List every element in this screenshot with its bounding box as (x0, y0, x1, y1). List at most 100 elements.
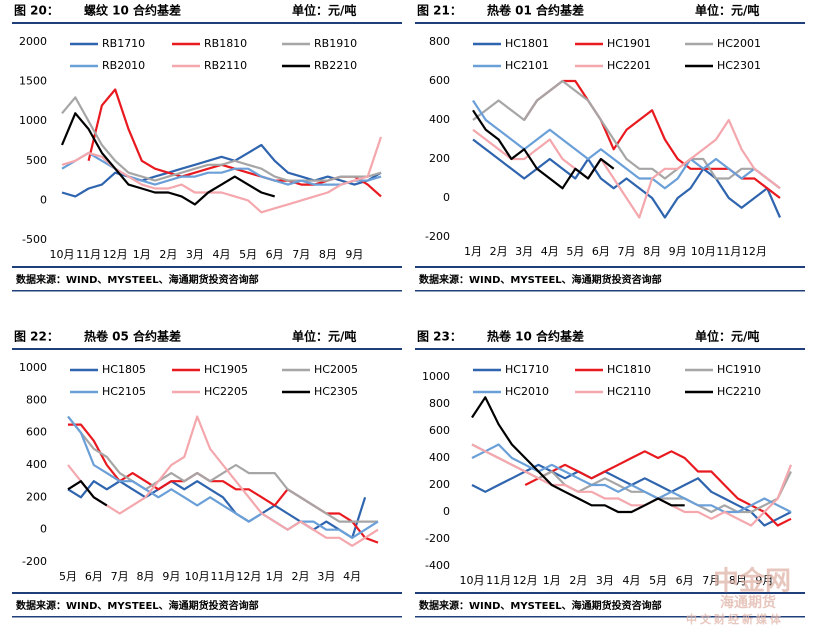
x-tick-label: 2月 (490, 245, 508, 258)
x-tick-label: 1月 (266, 570, 284, 583)
x-tick-label: 1月 (133, 248, 151, 261)
y-tick-label: 800 (26, 393, 47, 406)
y-tick-label: 200 (429, 152, 450, 165)
legend-label: RB1810 (204, 37, 247, 50)
chart-panel: 图 20： 螺纹 10 合约基差 单位：元/吨数据来源：WIND、MYSTEEL、海… (12, 3, 402, 292)
x-tick-label: 7月 (618, 245, 636, 258)
y-tick-label: 0 (40, 523, 47, 536)
chart-title: 热卷 05 合约基差 (84, 329, 181, 344)
y-tick-label: -400 (425, 559, 450, 572)
series-line (472, 118, 781, 219)
x-tick-label: 3月 (596, 574, 614, 587)
source-note: 数据来源：WIND、MYSTEEL、海通期货投资咨询部 (419, 273, 662, 286)
series-line (61, 136, 383, 214)
series-line (524, 450, 792, 527)
x-tick-label: 6月 (266, 248, 284, 261)
chart-panel: 图 21： 热卷 01 合约基差 单位：元/吨数据来源：WIND、MYSTEEL、海… (415, 3, 805, 292)
y-tick-label: 1000 (19, 114, 47, 127)
y-tick-label: 1000 (19, 361, 47, 374)
series-line (472, 109, 615, 190)
chart-title: 热卷 01 合约基差 (487, 3, 584, 18)
x-tick-label: 7月 (702, 574, 720, 587)
header-rule (415, 348, 805, 350)
x-tick-label: 11月 (716, 245, 741, 258)
x-tick-label: 12月 (103, 248, 128, 261)
figure-label: 图 23： (417, 330, 462, 344)
series-line (472, 138, 782, 219)
y-tick-label: 0 (40, 193, 47, 206)
legend-label: HC1901 (607, 37, 651, 50)
x-tick-label: 10月 (691, 245, 716, 258)
series-line (61, 143, 382, 198)
series-line (472, 79, 781, 190)
x-tick-label: 7月 (292, 248, 310, 261)
chart-title: 热卷 10 合约基差 (487, 329, 584, 344)
chart-panel: 图 23： 热卷 10 合约基差 单位：元/吨数据来源：WIND、MYSTEEL、海… (415, 329, 805, 618)
x-tick-label: 5月 (566, 245, 584, 258)
unit-label: 单位：元/吨 (292, 329, 356, 344)
source-rule (415, 592, 805, 594)
chart-title: 螺纹 10 合约基差 (84, 3, 181, 18)
y-tick-label: 600 (26, 426, 47, 439)
x-tick-label: 3月 (317, 570, 335, 583)
y-tick-label: 200 (429, 478, 450, 491)
source-rule (415, 290, 805, 292)
header-rule (415, 22, 805, 24)
source-rule (12, 592, 402, 594)
legend-label: HC2210 (717, 385, 761, 398)
figure-label: 图 20： (14, 4, 59, 18)
series-line (61, 96, 382, 182)
x-tick-label: 11月 (211, 570, 236, 583)
x-tick-label: 9月 (162, 570, 180, 583)
chart-panel: 图 22： 热卷 05 合约基差 单位：元/吨数据来源：WIND、MYSTEEL、海… (12, 329, 402, 618)
x-tick-label: 4月 (623, 574, 641, 587)
watermark: 中文财经新媒体 (686, 612, 784, 626)
legend-label: HC2001 (717, 37, 761, 50)
x-tick-label: 1月 (543, 574, 561, 587)
legend-label: HC1710 (505, 363, 549, 376)
x-tick-label: 5月 (59, 570, 77, 583)
legend-label: HC1801 (505, 37, 549, 50)
legend-label: HC1910 (717, 363, 761, 376)
x-tick-label: 6月 (85, 570, 103, 583)
y-tick-label: -500 (22, 233, 47, 246)
y-tick-label: 600 (429, 74, 450, 87)
x-tick-label: 6月 (676, 574, 694, 587)
legend-label: HC2201 (607, 59, 651, 72)
unit-label: 单位：元/吨 (695, 3, 759, 18)
unit-label: 单位：元/吨 (695, 329, 759, 344)
x-tick-label: 10月 (185, 570, 210, 583)
y-tick-label: -200 (22, 555, 47, 568)
legend-label: HC1905 (204, 363, 248, 376)
y-tick-label: -200 (425, 532, 450, 545)
series-line (471, 443, 793, 527)
source-note: 数据来源：WIND、MYSTEEL、海通期货投资咨询部 (16, 273, 259, 286)
x-tick-label: 2月 (292, 570, 310, 583)
x-tick-label: 3月 (186, 248, 204, 261)
series-line (67, 480, 367, 539)
x-tick-label: 2月 (569, 574, 587, 587)
unit-label: 单位：元/吨 (292, 3, 356, 18)
legend-label: HC2205 (204, 385, 248, 398)
source-rule (12, 290, 402, 292)
x-tick-label: 4月 (343, 570, 361, 583)
y-tick-label: 500 (26, 154, 47, 167)
x-tick-label: 8月 (319, 248, 337, 261)
x-tick-label: 12月 (513, 574, 538, 587)
y-tick-label: 800 (429, 397, 450, 410)
y-tick-label: 1500 (19, 75, 47, 88)
header-rule (12, 348, 402, 350)
header-rule (12, 22, 402, 24)
series-line (67, 415, 379, 547)
series-line (60, 112, 276, 206)
x-tick-label: 7月 (111, 570, 129, 583)
series-line (67, 415, 378, 523)
x-tick-label: 5月 (239, 248, 257, 261)
y-tick-label: 0 (443, 505, 450, 518)
legend-label: RB1910 (314, 37, 357, 50)
series-line (471, 463, 792, 527)
source-rule (12, 266, 402, 268)
series-line (67, 480, 108, 507)
legend-label: HC1805 (102, 363, 146, 376)
